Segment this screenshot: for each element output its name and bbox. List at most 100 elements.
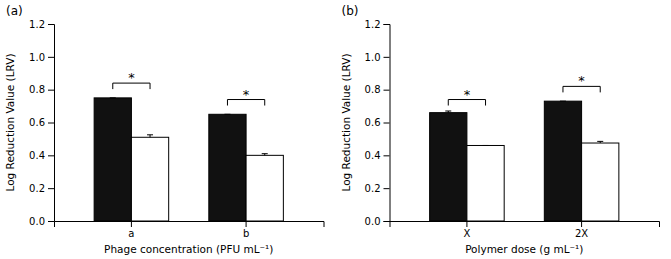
x-axis: X 2X <box>390 221 660 239</box>
error-cap <box>262 153 268 154</box>
y-tick: 0.0 <box>365 216 390 227</box>
y-tick: 1.2 <box>29 19 54 30</box>
y-axis: 0.00.20.40.60.81.01.2 <box>365 19 390 227</box>
bar <box>430 113 467 221</box>
error-cap <box>147 134 153 135</box>
y-tick: 1.0 <box>365 52 390 63</box>
error-bars <box>110 98 231 114</box>
bar-series <box>430 101 582 221</box>
panel-title: (b) <box>342 4 359 18</box>
error-bar <box>262 154 268 156</box>
annotations: ** <box>448 73 600 105</box>
tick-label: X <box>463 228 470 239</box>
error-bar <box>147 135 153 137</box>
error-bars <box>483 141 604 145</box>
significance-label: * <box>128 70 135 85</box>
y-axis: 0.00.20.40.60.81.01.2 <box>29 19 54 227</box>
tick-label: 1.0 <box>365 52 381 63</box>
tick-mark <box>384 123 390 124</box>
error-cap <box>560 101 566 102</box>
plot-area <box>430 101 619 221</box>
y-tick: 0.4 <box>29 150 54 161</box>
tick-label: 0.0 <box>29 216 45 227</box>
y-tick: 0.0 <box>29 216 54 227</box>
bar <box>131 137 168 221</box>
tick-mark <box>48 188 54 189</box>
tick-mark <box>384 90 390 91</box>
tick-mark <box>384 188 390 189</box>
significance-label: * <box>578 73 585 88</box>
x-tick: a <box>128 221 134 239</box>
bar-series <box>467 143 619 221</box>
tick-mark <box>48 221 54 222</box>
tick-mark <box>384 155 390 156</box>
tick-label: 1.2 <box>29 19 45 30</box>
error-cap <box>224 114 230 115</box>
x-tick: X <box>463 221 470 239</box>
axis-line <box>384 25 391 222</box>
error-cap <box>597 141 603 142</box>
error-bar <box>483 145 489 146</box>
tick-label: 0.4 <box>365 150 381 161</box>
tick-label: 2X <box>575 228 588 239</box>
tick-mark <box>48 155 54 156</box>
error-cap <box>483 145 489 146</box>
x-axis: ab <box>55 221 325 239</box>
tick-mark <box>384 24 390 25</box>
error-cap <box>110 97 116 98</box>
tick-mark <box>48 123 54 124</box>
tick-mark <box>48 57 54 58</box>
tick-label: 0.0 <box>365 216 381 227</box>
bar <box>582 143 619 221</box>
annotations: ** <box>113 70 265 105</box>
tick-label: 0.6 <box>365 117 381 128</box>
panel: 0.00.20.40.60.81.01.2X2X**(b)Polymer dos… <box>340 4 660 255</box>
tick-label: 0.8 <box>365 84 381 95</box>
tick-label: 0.4 <box>29 150 45 161</box>
bar <box>94 98 131 221</box>
tick-label: 0.2 <box>365 183 381 194</box>
panel: 0.00.20.40.60.81.01.2ab**(a)Phage concen… <box>4 4 324 255</box>
bar-series <box>131 137 283 221</box>
tick-mark <box>384 57 390 58</box>
y-tick: 0.8 <box>365 84 390 95</box>
tick-mark <box>48 24 54 25</box>
y-tick: 0.4 <box>365 150 390 161</box>
bar-series <box>94 98 246 221</box>
error-bar <box>597 141 603 143</box>
tick-label: a <box>128 228 134 239</box>
error-bar <box>110 97 116 98</box>
tick-label: 1.0 <box>29 52 45 63</box>
axis-line <box>48 25 55 222</box>
error-bars <box>445 101 566 112</box>
x-axis-title: Phage concentration (PFU mL⁻¹) <box>104 243 273 255</box>
error-bar <box>224 114 230 115</box>
tick-mark <box>246 221 247 227</box>
y-tick: 0.2 <box>365 183 390 194</box>
error-bar <box>560 101 566 102</box>
error-cap <box>445 111 451 112</box>
axis-line <box>55 222 325 228</box>
plot-area <box>94 98 283 221</box>
y-tick: 0.6 <box>29 117 54 128</box>
y-tick: 0.6 <box>365 117 390 128</box>
bar <box>246 155 283 221</box>
tick-mark <box>384 221 390 222</box>
axis-line <box>390 222 660 228</box>
bar <box>544 101 581 221</box>
y-axis-title: Log Reduction Value (LRV) <box>340 53 352 191</box>
x-tick: b <box>243 221 249 239</box>
x-tick: 2X <box>575 221 588 239</box>
tick-mark <box>466 221 467 227</box>
bar <box>467 145 504 221</box>
tick-mark <box>48 90 54 91</box>
tick-label: 0.2 <box>29 183 45 194</box>
y-axis-title: Log Reduction Value (LRV) <box>4 53 16 191</box>
error-bar <box>445 111 451 113</box>
significance-label: * <box>243 87 250 102</box>
tick-mark <box>131 221 132 227</box>
tick-label: b <box>243 228 249 239</box>
y-tick: 0.2 <box>29 183 54 194</box>
bar <box>209 114 246 221</box>
tick-label: 0.6 <box>29 117 45 128</box>
